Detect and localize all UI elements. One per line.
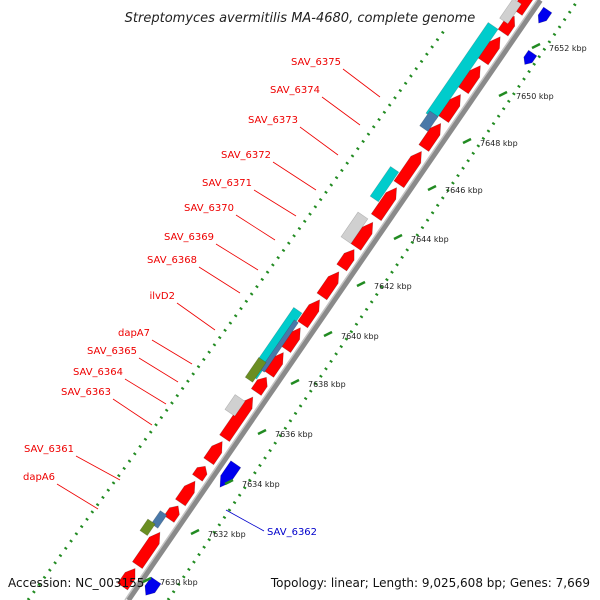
accession-text: Accession: NC_003155 [8, 576, 144, 590]
gene-feature-olive[interactable] [139, 518, 156, 537]
topology-text: Topology: linear; Length: 9,025,608 bp; … [270, 576, 590, 590]
gene-label[interactable]: SAV_6368 [147, 255, 197, 266]
gene-arrow[interactable] [203, 438, 227, 466]
scale-tick-label: 7632 kbp [208, 530, 246, 539]
label-leader-line [56, 483, 99, 510]
scale-tick-mark [257, 428, 267, 436]
label-leader-line [225, 509, 265, 532]
gene-label[interactable]: SAV_6375 [291, 57, 341, 68]
gene-arrow-reverse[interactable] [535, 6, 553, 26]
label-leader-line [321, 96, 361, 126]
gene-label[interactable]: SAV_6364 [73, 367, 123, 378]
gene-label[interactable]: SAV_6362 [267, 527, 317, 538]
gene-label[interactable]: SAV_6363 [61, 387, 111, 398]
label-leader-line [215, 243, 259, 271]
label-leader-line [198, 266, 241, 294]
scale-tick-label: 7644 kbp [411, 235, 449, 244]
scale-tick-label: 7634 kbp [242, 480, 280, 489]
genome-backbone-highlight [124, 0, 538, 600]
gene-feature-steelblue[interactable] [150, 510, 168, 529]
gene-features [117, 0, 553, 599]
gene-arrow[interactable] [131, 529, 165, 569]
scale-tick-label: 7650 kbp [516, 92, 554, 101]
gene-arrow[interactable] [250, 374, 271, 396]
gene-feature-grey[interactable] [224, 394, 246, 417]
gene-feature-steelblue[interactable] [419, 110, 439, 132]
gene-labels: SAV_6375 SAV_6374 SAV_6373 SAV_6372 SAV_6371… [23, 57, 381, 538]
scale-tick-mark [190, 528, 200, 536]
gene-feature-grey[interactable] [340, 211, 369, 244]
label-leader-line [253, 189, 297, 217]
gene-feature-olive[interactable] [244, 357, 267, 383]
scale-tick-mark [224, 478, 234, 486]
genome-backbone [125, 0, 543, 600]
dotted-track-left [26, 27, 448, 600]
gene-arrow[interactable] [297, 296, 325, 329]
label-leader-line [151, 339, 193, 365]
gene-arrow[interactable] [117, 565, 140, 591]
gene-feature-steelblue[interactable] [259, 319, 299, 373]
label-leader-line [272, 161, 317, 191]
scale-tick-label: 7630 kbp [160, 578, 198, 587]
gene-label[interactable]: SAV_6373 [248, 115, 298, 126]
gene-arrow[interactable] [393, 148, 427, 189]
gene-feature-cyan[interactable] [369, 166, 400, 203]
label-leader-line [176, 302, 216, 331]
scale-tick-mark [427, 184, 437, 192]
gene-feature-grey[interactable] [499, 0, 522, 25]
scale-tick-label: 7642 kbp [374, 282, 412, 291]
gene-label[interactable]: SAV_6371 [202, 178, 252, 189]
scale-tick-label: 7640 kbp [341, 332, 379, 341]
label-leader-line [124, 378, 167, 405]
scale-tick-label: 7636 kbp [275, 430, 313, 439]
label-leader-line [138, 357, 179, 383]
scale-tick-mark [531, 42, 541, 50]
gene-arrow-reverse[interactable] [141, 576, 162, 599]
gene-label[interactable]: SAV_6369 [164, 232, 214, 243]
label-leader-line [342, 68, 381, 98]
scale-tick-label: 7648 kbp [480, 139, 518, 148]
label-leader-line [235, 214, 276, 241]
scale-tick-label: 7646 kbp [445, 186, 483, 195]
gene-arrow[interactable] [336, 246, 359, 272]
gene-arrow[interactable] [163, 502, 183, 523]
scale-tick-mark [462, 137, 472, 145]
dotted-track-right [166, 0, 580, 600]
scale-tick-mark [142, 576, 152, 584]
scale-tick-mark [393, 233, 403, 241]
label-leader-line [112, 398, 153, 426]
gene-arrow-reverse[interactable] [521, 49, 538, 67]
scale-tick-label: 7652 kbp [549, 44, 587, 53]
label-leader-line [75, 455, 121, 481]
gene-label[interactable]: ilvD2 [149, 291, 175, 302]
scale-tick-mark [323, 330, 333, 338]
gene-label[interactable]: SAV_6374 [270, 85, 320, 96]
gene-label[interactable]: SAV_6372 [221, 150, 271, 161]
map-title: Streptomyces avermitilis MA-4680, comple… [125, 11, 476, 26]
gene-arrow[interactable] [316, 268, 344, 301]
scale-tick-mark [498, 90, 508, 98]
label-leader-line [299, 126, 339, 156]
gene-label[interactable]: dapA6 [23, 472, 55, 483]
gene-arrow[interactable] [370, 184, 401, 222]
gene-label[interactable]: SAV_6370 [184, 203, 234, 214]
gene-arrow[interactable] [191, 463, 210, 482]
gene-label[interactable]: dapA7 [118, 328, 150, 339]
scale-ticks: 7630 kbp 7632 kbp 7634 kbp 7636 kbp 7638 kbp… [142, 42, 587, 587]
scale-tick-mark [290, 378, 300, 386]
scale-tick-label: 7638 kbp [308, 380, 346, 389]
gene-arrow[interactable] [175, 478, 200, 507]
gene-label[interactable]: SAV_6361 [24, 444, 74, 455]
scale-tick-mark [356, 280, 366, 288]
gene-label[interactable]: SAV_6365 [87, 346, 137, 357]
